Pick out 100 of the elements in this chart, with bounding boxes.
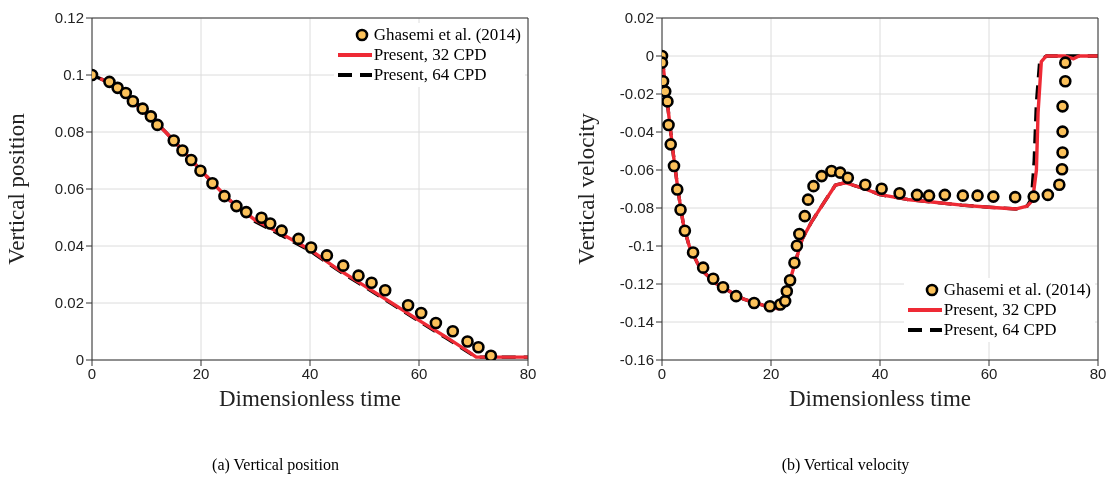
x-tick-label: 80 (519, 364, 537, 382)
y-tick-label: 0 (645, 47, 654, 65)
x-tick-label: 0 (657, 364, 667, 382)
x-axis-title: Dimensionless time (788, 386, 972, 411)
x-tick-label: 60 (980, 364, 998, 382)
point (798, 209, 812, 223)
point (667, 159, 681, 173)
y-tick-label: 0.02 (624, 9, 654, 27)
y-tick-label: 0.06 (54, 180, 84, 198)
point (790, 239, 804, 253)
point (176, 144, 189, 157)
point (218, 189, 231, 203)
point (446, 324, 460, 338)
point (1059, 74, 1072, 88)
point (255, 211, 268, 225)
x-tick-label: 80 (1089, 364, 1107, 382)
point (938, 188, 952, 202)
point (1056, 125, 1069, 138)
point (472, 340, 485, 354)
point (686, 246, 700, 259)
point (987, 190, 1000, 203)
y-tick-label: -0.08 (619, 199, 654, 217)
point (151, 118, 164, 132)
point (1059, 56, 1072, 69)
text: (a) Vertical position (211, 456, 340, 474)
y-tick-label: 0.08 (54, 123, 84, 141)
legend-label: Present, 64 CPD (373, 65, 487, 85)
point (320, 249, 334, 262)
point (194, 164, 207, 178)
y-tick-label: -0.14 (619, 313, 654, 331)
point (263, 217, 277, 230)
point (956, 189, 970, 202)
y-tick-label: -0.04 (619, 123, 654, 141)
point (910, 188, 924, 202)
legend-label: Ghasemi et al. (2014) (373, 25, 521, 45)
point (678, 224, 692, 238)
point (365, 276, 378, 290)
point (461, 335, 474, 348)
point (401, 298, 415, 312)
point (875, 182, 888, 196)
legend-label: Present, 32 CPD (943, 300, 1057, 320)
y-tick-label: -0.06 (619, 161, 654, 179)
point (706, 272, 720, 285)
point (119, 86, 133, 100)
point (167, 134, 181, 147)
point (716, 280, 730, 294)
point (763, 299, 777, 313)
point (1027, 190, 1040, 203)
y-tick-label: -0.02 (619, 85, 654, 103)
point (292, 232, 305, 246)
point (206, 177, 219, 190)
y-tick-label: 0.12 (54, 9, 84, 27)
point (893, 186, 906, 200)
point (971, 189, 984, 202)
y-tick-label: -0.1 (628, 237, 654, 255)
point (841, 171, 855, 185)
point (1008, 190, 1022, 204)
x-tick-label: 40 (301, 364, 319, 382)
point (230, 199, 243, 213)
point (807, 179, 820, 193)
point (1053, 178, 1066, 192)
point (664, 138, 678, 151)
point (729, 289, 743, 303)
x-tick-label: 40 (871, 364, 889, 382)
point (184, 153, 198, 167)
point (136, 102, 149, 115)
point (1055, 162, 1069, 176)
point (793, 227, 806, 241)
point (778, 294, 792, 308)
y-tick-label: 0.04 (54, 237, 84, 255)
point (788, 256, 801, 270)
point (126, 94, 140, 108)
point (858, 178, 872, 192)
point (801, 193, 815, 206)
point (922, 189, 936, 202)
point (1056, 146, 1069, 159)
y-axis-title: Vertical velocity (574, 112, 600, 265)
point (783, 273, 797, 287)
point (304, 241, 318, 254)
point (1041, 188, 1055, 202)
y-tick-label: 0.02 (54, 294, 84, 312)
legend-label: Ghasemi et al. (2014) (943, 280, 1091, 300)
x-tick-label: 20 (762, 364, 780, 382)
point (780, 284, 794, 298)
text: (b) Vertical velocity (780, 456, 911, 474)
point (662, 95, 674, 108)
point (378, 283, 392, 297)
point (429, 316, 443, 330)
x-tick-label: 60 (410, 364, 428, 382)
point (670, 183, 684, 196)
point (336, 259, 350, 272)
point (484, 349, 498, 360)
y-tick-label: -0.12 (619, 275, 654, 293)
y-axis-title: Vertical position (4, 112, 30, 265)
y-tick-label: 0.1 (63, 66, 84, 84)
point (103, 75, 116, 89)
point (674, 203, 687, 217)
legend-label: Present, 32 CPD (373, 45, 487, 65)
point (144, 110, 158, 123)
point (352, 269, 365, 282)
